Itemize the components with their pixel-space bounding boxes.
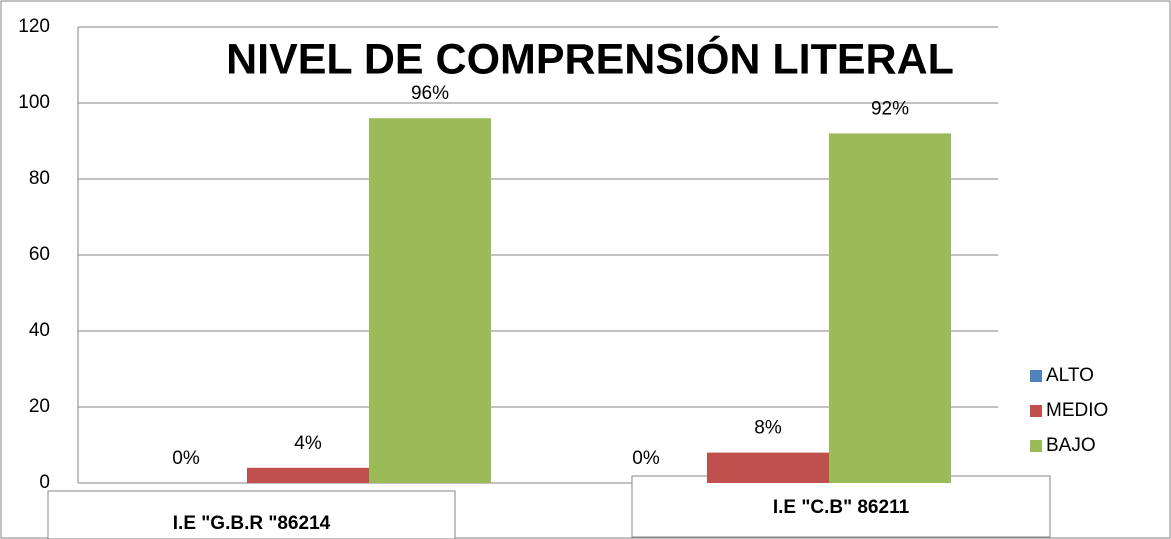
y-tick-label: 120 bbox=[18, 16, 50, 37]
value-label: 96% bbox=[411, 83, 449, 104]
legend-swatch bbox=[1030, 440, 1042, 452]
chart-title: NIVEL DE COMPRENSIÓN LITERAL bbox=[226, 34, 954, 83]
category-box bbox=[47, 490, 456, 539]
y-tick-label: 20 bbox=[29, 396, 50, 417]
bar bbox=[829, 133, 951, 483]
y-tick-label: 80 bbox=[29, 168, 50, 189]
x-tick-label: I.E "C.B" 86211 bbox=[773, 497, 910, 518]
bar bbox=[247, 467, 369, 483]
value-label: 4% bbox=[294, 433, 322, 454]
value-label: 92% bbox=[871, 98, 909, 119]
bar bbox=[707, 452, 829, 483]
legend-swatch bbox=[1030, 370, 1042, 382]
bar bbox=[369, 118, 491, 483]
y-tick-label: 40 bbox=[29, 320, 50, 341]
legend-swatch bbox=[1030, 405, 1042, 417]
category-box bbox=[631, 475, 1051, 538]
value-label: 0% bbox=[172, 448, 200, 469]
x-tick-label: I.E "G.B.R "86214 bbox=[173, 513, 331, 534]
y-tick-label: 100 bbox=[18, 92, 50, 113]
y-tick-label: 0 bbox=[39, 472, 50, 493]
y-tick-label: 60 bbox=[29, 244, 50, 265]
legend-label: MEDIO bbox=[1046, 400, 1108, 421]
value-label: 0% bbox=[632, 448, 660, 469]
value-label: 8% bbox=[754, 418, 782, 439]
legend-label: BAJO bbox=[1046, 435, 1096, 456]
legend-label: ALTO bbox=[1046, 365, 1094, 386]
